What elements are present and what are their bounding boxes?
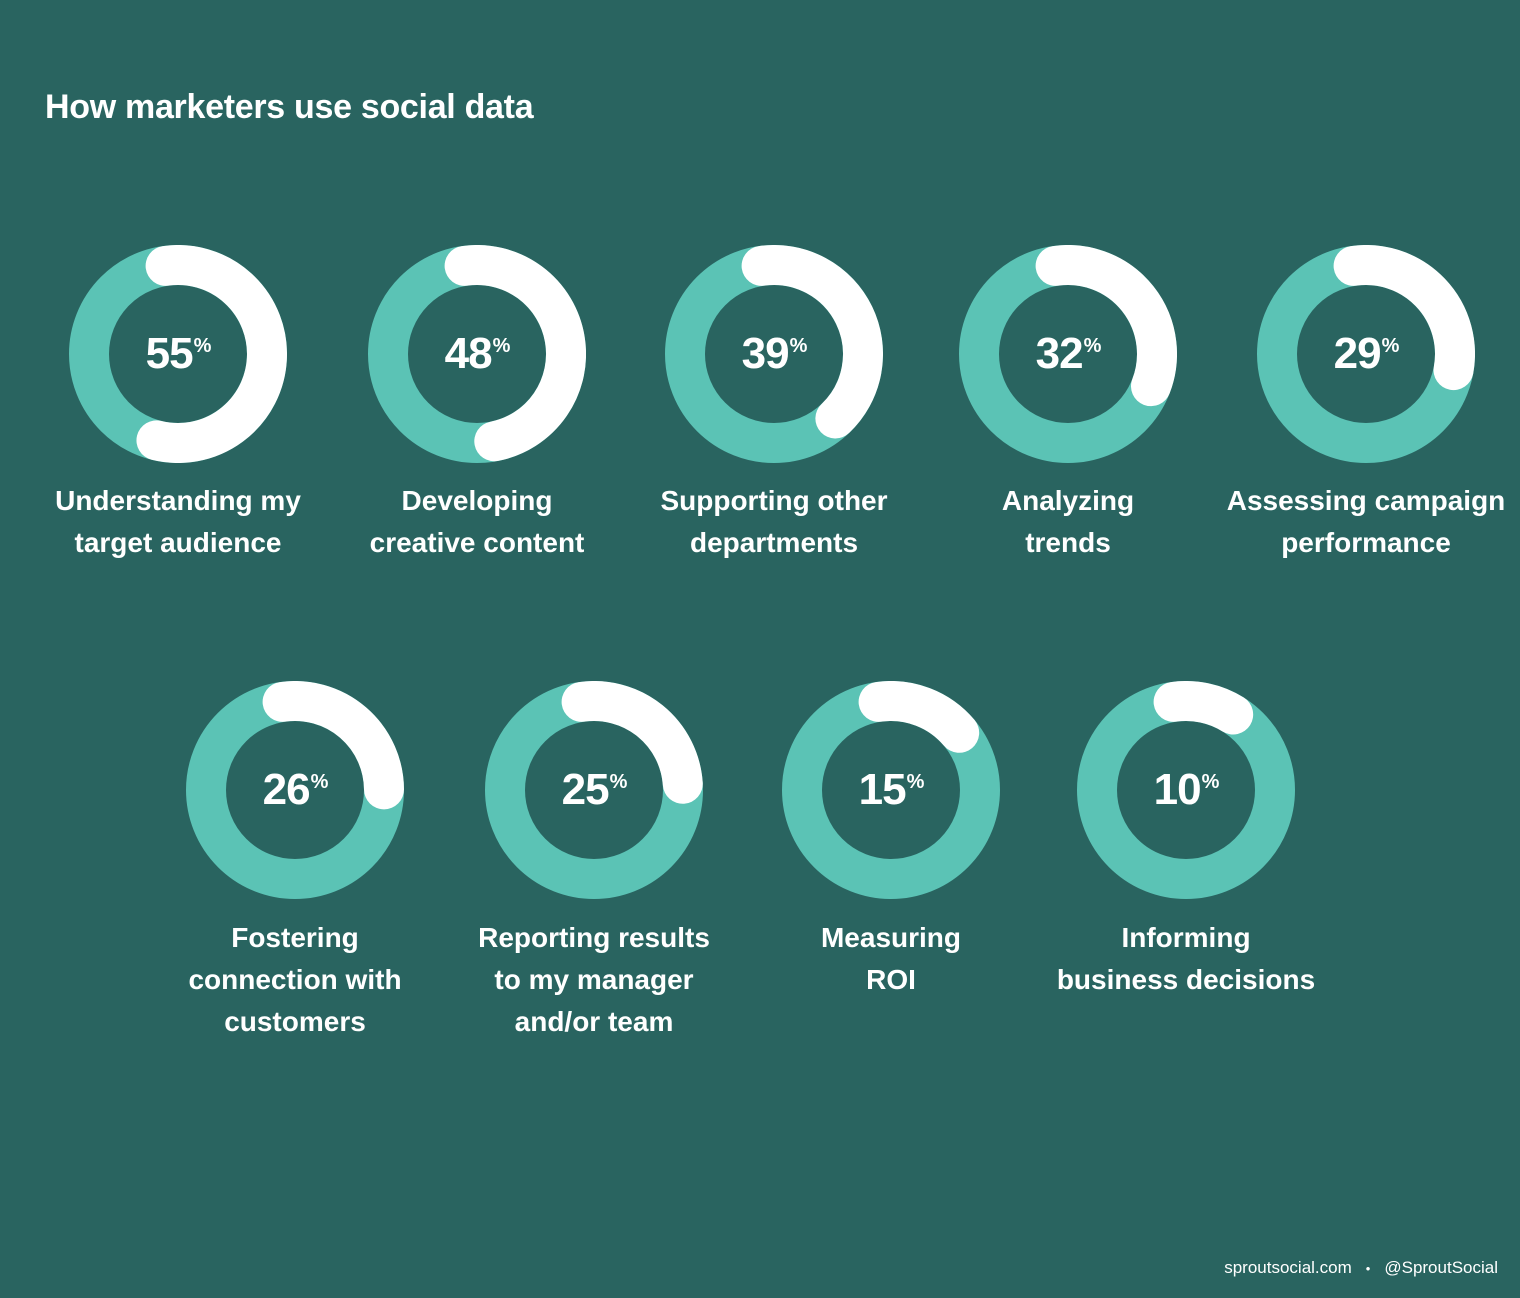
donut-value-arc (444, 245, 586, 462)
donut-value-number: 39 (741, 329, 790, 378)
footer-handle[interactable]: @SproutSocial (1384, 1258, 1498, 1277)
donut-svg (959, 245, 1177, 463)
donut-8: 15% (782, 681, 1000, 899)
donut-value-label: 29% (1257, 245, 1475, 463)
donut-value-unit: % (310, 771, 329, 793)
donut-1: 55% (69, 245, 287, 463)
donut-value-number: 15 (858, 765, 907, 814)
donut-category-label: Fostering connection with customers (188, 922, 402, 1037)
donut-value-label: 55% (69, 245, 287, 463)
donut-category-label: Understanding my target audience (55, 485, 301, 558)
donut-value-label: 48% (368, 245, 586, 463)
donut-svg (186, 681, 404, 899)
donut-category-label: Analyzing trends (1001, 485, 1135, 558)
donut-value-number: 48 (444, 329, 493, 378)
donut-value-unit: % (609, 771, 628, 793)
donut-value-arc (262, 681, 404, 810)
donut-6: 26% (186, 681, 404, 899)
donut-svg (368, 245, 586, 463)
page-title: How marketers use social data (45, 88, 534, 126)
donut-value-unit: % (193, 335, 212, 357)
donut-value-arc (561, 681, 703, 804)
donut-value-number: 32 (1035, 329, 1084, 378)
donut-value-arc (858, 681, 980, 753)
donut-value-number: 29 (1333, 329, 1382, 378)
donut-value-label: 10% (1077, 681, 1295, 899)
donut-5: 29% (1257, 245, 1475, 463)
donut-4: 32% (959, 245, 1177, 463)
donut-value-unit: % (492, 335, 511, 357)
donut-svg (782, 681, 1000, 899)
donut-value-unit: % (1201, 771, 1220, 793)
donut-svg (69, 245, 287, 463)
donut-svg (1257, 245, 1475, 463)
donut-2: 48% (368, 245, 586, 463)
donut-value-unit: % (1083, 335, 1102, 357)
donut-category-label: Developing creative content (369, 485, 585, 558)
donut-category-label: Informing business decisions (1056, 922, 1316, 995)
footer-separator: • (1365, 1260, 1371, 1276)
footer-site[interactable]: sproutsocial.com (1224, 1258, 1352, 1277)
donut-value-unit: % (1381, 335, 1400, 357)
donut-value-unit: % (789, 335, 808, 357)
donut-category-label: Measuring ROI (820, 922, 962, 995)
donut-value-number: 10 (1153, 765, 1202, 814)
donut-value-number: 25 (561, 765, 610, 814)
donut-category-label: Reporting results to my manager and/or t… (478, 922, 710, 1037)
donut-value-label: 39% (665, 245, 883, 463)
donut-value-label: 26% (186, 681, 404, 899)
donut-9: 10% (1077, 681, 1295, 899)
footer: sproutsocial.com • @SproutSocial (1224, 1258, 1498, 1278)
donut-value-arc (136, 245, 287, 463)
donut-value-number: 26 (262, 765, 311, 814)
donut-value-arc (741, 245, 883, 439)
donut-value-arc (1153, 681, 1254, 735)
donut-value-label: 15% (782, 681, 1000, 899)
donut-value-label: 32% (959, 245, 1177, 463)
donut-svg (1077, 681, 1295, 899)
donut-svg (485, 681, 703, 899)
donut-3: 39% (665, 245, 883, 463)
donut-value-arc (1333, 245, 1475, 391)
donut-svg (665, 245, 883, 463)
donut-value-unit: % (906, 771, 925, 793)
donut-value-label: 25% (485, 681, 703, 899)
donut-value-arc (1035, 245, 1177, 407)
donut-value-number: 55 (145, 329, 194, 378)
donut-category-label: Supporting other departments (660, 485, 888, 558)
donut-7: 25% (485, 681, 703, 899)
donut-category-label: Assessing campaign performance (1226, 485, 1506, 558)
